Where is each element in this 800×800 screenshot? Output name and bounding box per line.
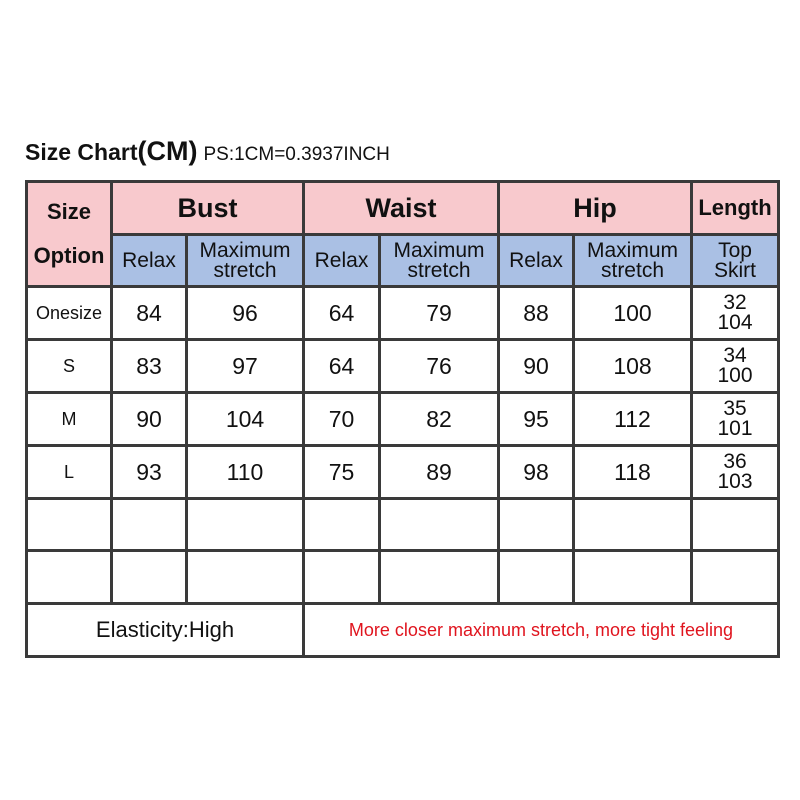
size-option-header: Size Option [25, 180, 113, 288]
length-header: Length [690, 180, 780, 236]
skirt-label: Skirt [714, 258, 756, 282]
bust-max-cell: 104 [185, 391, 305, 447]
size-cell: M [25, 391, 113, 447]
bust-header: Bust [110, 180, 305, 236]
waist-header: Waist [302, 180, 500, 236]
empty-row [25, 497, 780, 552]
waist-relax-cell: 64 [302, 338, 381, 394]
bust-relax-header: Relax [110, 233, 188, 288]
option-label: Option [33, 243, 105, 268]
bust-max-cell: 96 [185, 285, 305, 341]
skirt-value: 100 [717, 364, 753, 387]
bust-max-header: Maximum stretch [185, 233, 305, 288]
hip-relax-header: Relax [497, 233, 575, 288]
header-row-groups: Size Option Bust Waist Hip Length [25, 180, 780, 288]
length-sub-header: Top Skirt [690, 233, 780, 288]
top-value: 36 [723, 450, 747, 474]
max-line2: stretch [213, 258, 277, 282]
length-cell: 35 101 [690, 391, 780, 447]
length-cell: 36 103 [690, 444, 780, 500]
table-row: L 93 110 75 89 98 118 36 103 [25, 444, 780, 500]
table-row: M 90 104 70 82 95 112 35 101 [25, 391, 780, 447]
waist-relax-header: Relax [302, 233, 381, 288]
waist-relax-cell: 64 [302, 285, 381, 341]
size-label: Size [46, 199, 92, 224]
bust-relax-cell: 84 [110, 285, 188, 341]
bust-relax-cell: 83 [110, 338, 188, 394]
hip-header: Hip [497, 180, 693, 236]
bust-relax-cell: 93 [110, 444, 188, 500]
footer-row: Elasticity:High More closer maximum stre… [25, 602, 780, 658]
waist-max-cell: 79 [378, 285, 500, 341]
table-row: Onesize 84 96 64 79 88 100 32 104 [25, 285, 780, 341]
hip-max-cell: 118 [572, 444, 693, 500]
elasticity-label: Elasticity:High [25, 602, 305, 658]
chart-title: Size Chart(CM) PS:1CM=0.3937INCH [25, 136, 390, 167]
title-unit: (CM) [137, 136, 198, 166]
table-row: S 83 97 64 76 90 108 34 100 [25, 338, 780, 394]
waist-max-cell: 89 [378, 444, 500, 500]
top-value: 34 [723, 344, 747, 368]
waist-max-cell: 82 [378, 391, 500, 447]
skirt-value: 101 [717, 417, 753, 440]
waist-max-cell: 76 [378, 338, 500, 394]
skirt-value: 104 [717, 311, 753, 334]
max-line1: Maximum [199, 238, 291, 262]
bust-max-cell: 110 [185, 444, 305, 500]
title-main: Size Chart [25, 139, 138, 165]
size-cell: L [25, 444, 113, 500]
hip-relax-cell: 88 [497, 285, 575, 341]
length-cell: 34 100 [690, 338, 780, 394]
top-value: 32 [723, 291, 747, 315]
hip-max-cell: 100 [572, 285, 693, 341]
hip-max-cell: 108 [572, 338, 693, 394]
max-line1: Maximum [393, 238, 485, 262]
max-line1: Maximum [586, 238, 678, 262]
waist-relax-cell: 75 [302, 444, 381, 500]
header-row-sub: Relax Maximum stretch Relax Maximum stretc… [27, 233, 780, 288]
bust-max-cell: 97 [185, 338, 305, 394]
size-table: Size Option Bust Waist Hip Length Relax … [25, 180, 780, 658]
waist-relax-cell: 70 [302, 391, 381, 447]
top-label: Top [718, 238, 752, 262]
bust-relax-cell: 90 [110, 391, 188, 447]
title-conversion-note: PS:1CM=0.3937INCH [203, 144, 390, 165]
empty-row [25, 549, 780, 605]
stretch-note: More closer maximum stretch, more tight … [302, 602, 780, 658]
size-cell: Onesize [25, 285, 113, 341]
top-value: 35 [723, 397, 747, 421]
waist-max-header: Maximum stretch [378, 233, 500, 288]
hip-relax-cell: 90 [497, 338, 575, 394]
hip-relax-cell: 95 [497, 391, 575, 447]
max-line2: stretch [407, 258, 471, 282]
size-cell: S [25, 338, 113, 394]
hip-max-header: Maximum stretch [572, 233, 693, 288]
max-line2: stretch [600, 258, 665, 282]
skirt-value: 103 [717, 470, 753, 493]
hip-max-cell: 112 [572, 391, 693, 447]
hip-relax-cell: 98 [497, 444, 575, 500]
length-cell: 32 104 [690, 285, 780, 341]
